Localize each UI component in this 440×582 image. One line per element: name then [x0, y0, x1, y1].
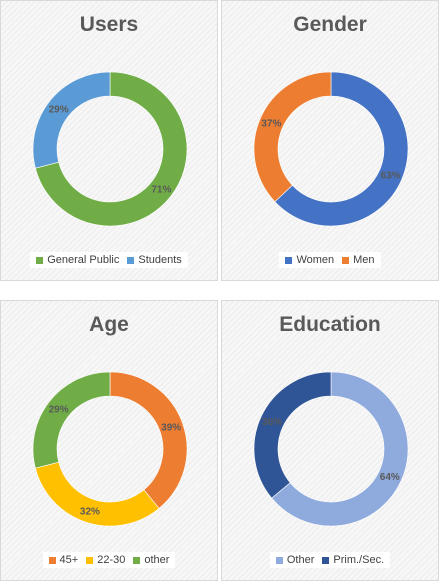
- legend-item-prim-sec: Prim./Sec.: [322, 554, 384, 566]
- legend-label: Prim./Sec.: [333, 554, 385, 566]
- legend-item-women: Women: [285, 254, 334, 266]
- donut-slice-45: [109, 371, 188, 509]
- donut-slice-general-public: [35, 71, 188, 227]
- legend-label: 45+: [59, 554, 79, 566]
- legend-item-other: other: [133, 554, 169, 566]
- data-label-other: 64%: [380, 472, 400, 483]
- legend-swatch: [36, 256, 44, 264]
- legend-swatch: [285, 256, 293, 264]
- data-label-general-public: 71%: [151, 184, 171, 195]
- chart-title: Gender: [293, 13, 367, 36]
- data-label-45: 39%: [161, 422, 181, 433]
- data-label-women: 63%: [381, 170, 401, 181]
- legend-swatch: [342, 256, 350, 264]
- donut-slice-other: [271, 371, 409, 527]
- legend-item-22-30: 22-30: [86, 554, 125, 566]
- chart-title: Education: [279, 313, 381, 336]
- chart-legend: Women Men: [222, 252, 438, 268]
- legend-swatch: [86, 556, 94, 564]
- chart-title: Users: [79, 13, 139, 36]
- legend-label: 22-30: [97, 554, 126, 566]
- legend-label: Women: [296, 254, 335, 266]
- chart-legend: 45+ 22-30 other: [1, 552, 217, 568]
- legend-label: Men: [353, 254, 375, 266]
- data-label-prim-sec: 36%: [262, 417, 282, 428]
- chart-title: Age: [89, 313, 129, 336]
- legend-item-men: Men: [342, 254, 375, 266]
- legend-swatch: [275, 556, 283, 564]
- legend-item-students: Students: [127, 254, 182, 266]
- donut-slice-other: [32, 371, 111, 469]
- data-label-22-30: 32%: [80, 506, 100, 517]
- legend-swatch: [322, 556, 330, 564]
- chart-legend: General Public Students: [1, 252, 217, 268]
- legend-item-general-public: General Public: [36, 254, 119, 266]
- legend-swatch: [133, 556, 141, 564]
- donut-slice-women: [274, 71, 409, 227]
- data-label-men: 37%: [261, 119, 281, 130]
- chart-panel-education: Education 64% 36% Other Prim./Sec.: [221, 300, 439, 581]
- data-label-students: 29%: [49, 105, 69, 116]
- legend-label: other: [144, 554, 170, 566]
- legend-label: General Public: [47, 254, 120, 266]
- donut-chart: 64% 36%: [253, 371, 409, 527]
- donut-slice-prim-sec: [253, 371, 332, 499]
- data-label-other: 29%: [49, 405, 69, 416]
- chart-panel-age: Age 39% 32% 29% 45+ 22-30 other: [0, 300, 218, 581]
- legend-label: Students: [138, 254, 182, 266]
- chart-legend: Other Prim./Sec.: [222, 552, 438, 568]
- donut-chart: 39% 32% 29%: [32, 371, 188, 527]
- legend-item-other: Other: [275, 554, 315, 566]
- legend-swatch: [127, 256, 135, 264]
- legend-swatch: [48, 556, 56, 564]
- legend-item-45: 45+: [48, 554, 79, 566]
- donut-chart: 63% 37%: [253, 71, 409, 227]
- legend-label: Other: [286, 554, 315, 566]
- donut-slice-students: [32, 71, 111, 169]
- donut-slice-men: [253, 71, 332, 203]
- donut-chart: 71% 29%: [32, 71, 188, 227]
- chart-panel-users: Users 71% 29% General Public Students: [0, 0, 218, 281]
- chart-panel-gender: Gender 63% 37% Women Men: [221, 0, 439, 281]
